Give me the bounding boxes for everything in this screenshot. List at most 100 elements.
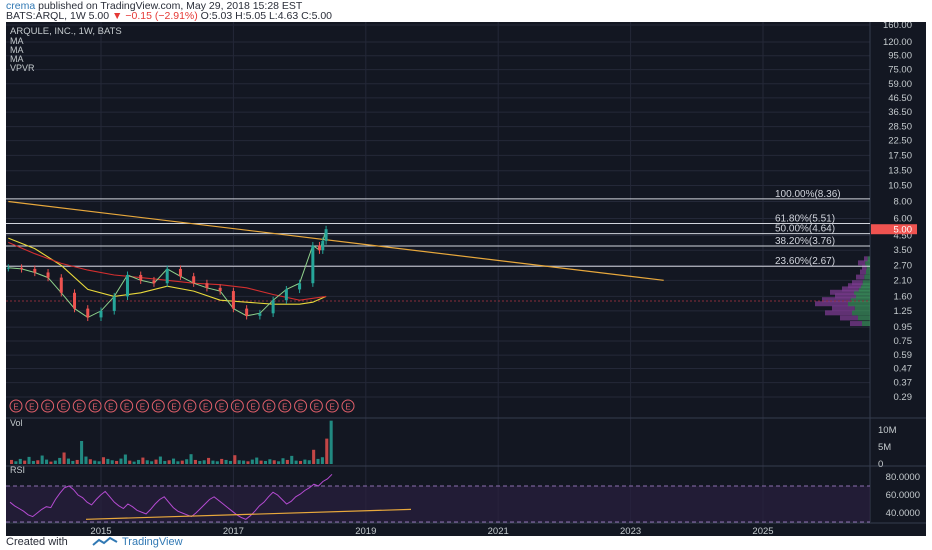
price-candle-body [231,291,235,309]
volume-bar [298,460,303,464]
legend-vpvr[interactable]: VPVR [10,63,35,73]
header-bar: crema published on TradingView.com, May … [0,0,932,22]
vpvr-bar [858,286,870,292]
price-candle-body [324,229,328,241]
earnings-marker-icon [25,399,39,413]
volume-bar [207,457,211,464]
volume-bar [189,454,193,464]
volume-bar [136,459,141,464]
volume-bar [277,461,281,464]
price-candle-body [73,292,77,309]
volume-tick-label: 0 [878,459,883,470]
volume-bar [58,457,62,464]
volume-bar [14,461,18,464]
volume-bar [49,461,53,464]
down-arrow-icon: ▼ [112,10,123,22]
price-axis[interactable]: 160.00 120.00 95.00 75.00 59.00 46.50 36.50 28.… [871,20,920,519]
time-tick-label: 2017 [223,526,244,537]
price-candle-body [321,240,325,251]
volume-bar [154,459,158,464]
volume-bar [88,459,92,464]
price-tick-label: 6.00 [894,213,913,224]
earnings-marker-label: E [345,403,350,412]
fib-level-label: 100.00%(8.36) [775,189,841,200]
volume-bar [307,460,311,464]
symbol-info: BATS:ARQL, 1W 5.00 ▼ −0.15 (−2.91%) O:5.… [6,10,332,22]
volume-bar [255,457,259,464]
created-with-text: Created with [6,536,68,548]
vpvr-bar [860,269,866,275]
volume-bar [23,460,27,464]
price-tick-label: 0.95 [894,322,913,333]
volume-bar [10,459,14,464]
publish-text: published on TradingView.com, May 29, 20… [38,0,303,12]
earnings-marker-label: E [298,403,303,412]
earnings-marker-icon [230,399,244,413]
price-candle-body [284,289,288,301]
price-candle-body [218,287,222,292]
earnings-marker-label: E [330,403,335,412]
earnings-marker-label: E [108,403,113,412]
symbol-label: BATS:ARQL, 1W [6,10,86,22]
price-tick-label: 2.10 [894,275,913,286]
volume-bar [180,460,184,464]
price-tick-label: 0.37 [894,378,913,389]
volume-bar [158,456,162,464]
volume-bar [268,459,272,464]
author-link[interactable]: crema [6,0,36,12]
price-series [6,200,664,322]
fib-level-label: 38.20%(3.76) [775,236,835,247]
vpvr-bar [832,305,855,311]
price-candle-body [205,283,209,288]
vpvr-bar [866,264,870,270]
volume-bar [176,461,180,464]
vpvr-bar [867,256,870,262]
volume-bar [281,458,285,464]
vpvr-bar [815,301,848,307]
volume-bar [123,454,127,464]
price-tick-label: 59.00 [888,79,912,90]
chart-canvas[interactable]: 100.00%(8.36) 61.80%(5.51)50.00%(4.64)38.… [6,20,926,537]
volume-bar [119,458,123,464]
vpvr-bar [862,280,870,286]
chart-area[interactable]: 100.00%(8.36) 61.80%(5.51) 50.00%(4.64) 38.… [6,20,926,537]
volume-bar [329,420,333,464]
tradingview-brand[interactable]: TradingView [122,536,183,548]
vpvr-profile [6,256,870,327]
price-candle-body [178,268,182,277]
price-tick-label: 22.50 [888,136,912,147]
price-candle-body [317,245,321,251]
earnings-marker-icon [167,399,181,413]
volume-bar [145,460,149,464]
volume-bar [27,456,31,464]
volume-bar [303,459,307,464]
vpvr-bar [864,256,868,262]
legend-ma-3[interactable]: MA [10,54,24,64]
volume-bar [325,438,329,464]
volume-bar [202,460,206,464]
price-candle-body [20,267,24,269]
earnings-marker-icon [120,399,134,413]
earnings-marker-icon [325,399,339,413]
rsi-tick-label: 60.0000 [886,490,920,501]
earnings-marker-icon [9,399,23,413]
legend-ma-2[interactable]: MA [10,45,24,55]
fib-level-label: 23.60%(2.67) [775,256,835,267]
volume-bar [250,459,254,464]
rsi-line [9,473,333,520]
vpvr-bar [852,310,870,316]
price-tick-label: 160.00 [883,22,912,31]
volume-bar [75,459,79,464]
price-tick-label: 1.25 [894,306,913,317]
vpvr-bar [854,289,870,295]
earnings-marker-icon [56,399,70,413]
volume-bar [263,460,268,464]
legend-ma-1[interactable]: MA [10,36,24,46]
volume-bar [62,452,66,464]
volume-bar [128,460,132,464]
volume-bar [294,460,298,464]
time-axis[interactable]: 2015 2017 2019 2021 2023 2025 [6,522,926,537]
earnings-marker-icon [246,399,260,413]
vpvr-bar [850,297,870,303]
time-tick-label: 2023 [620,526,641,537]
